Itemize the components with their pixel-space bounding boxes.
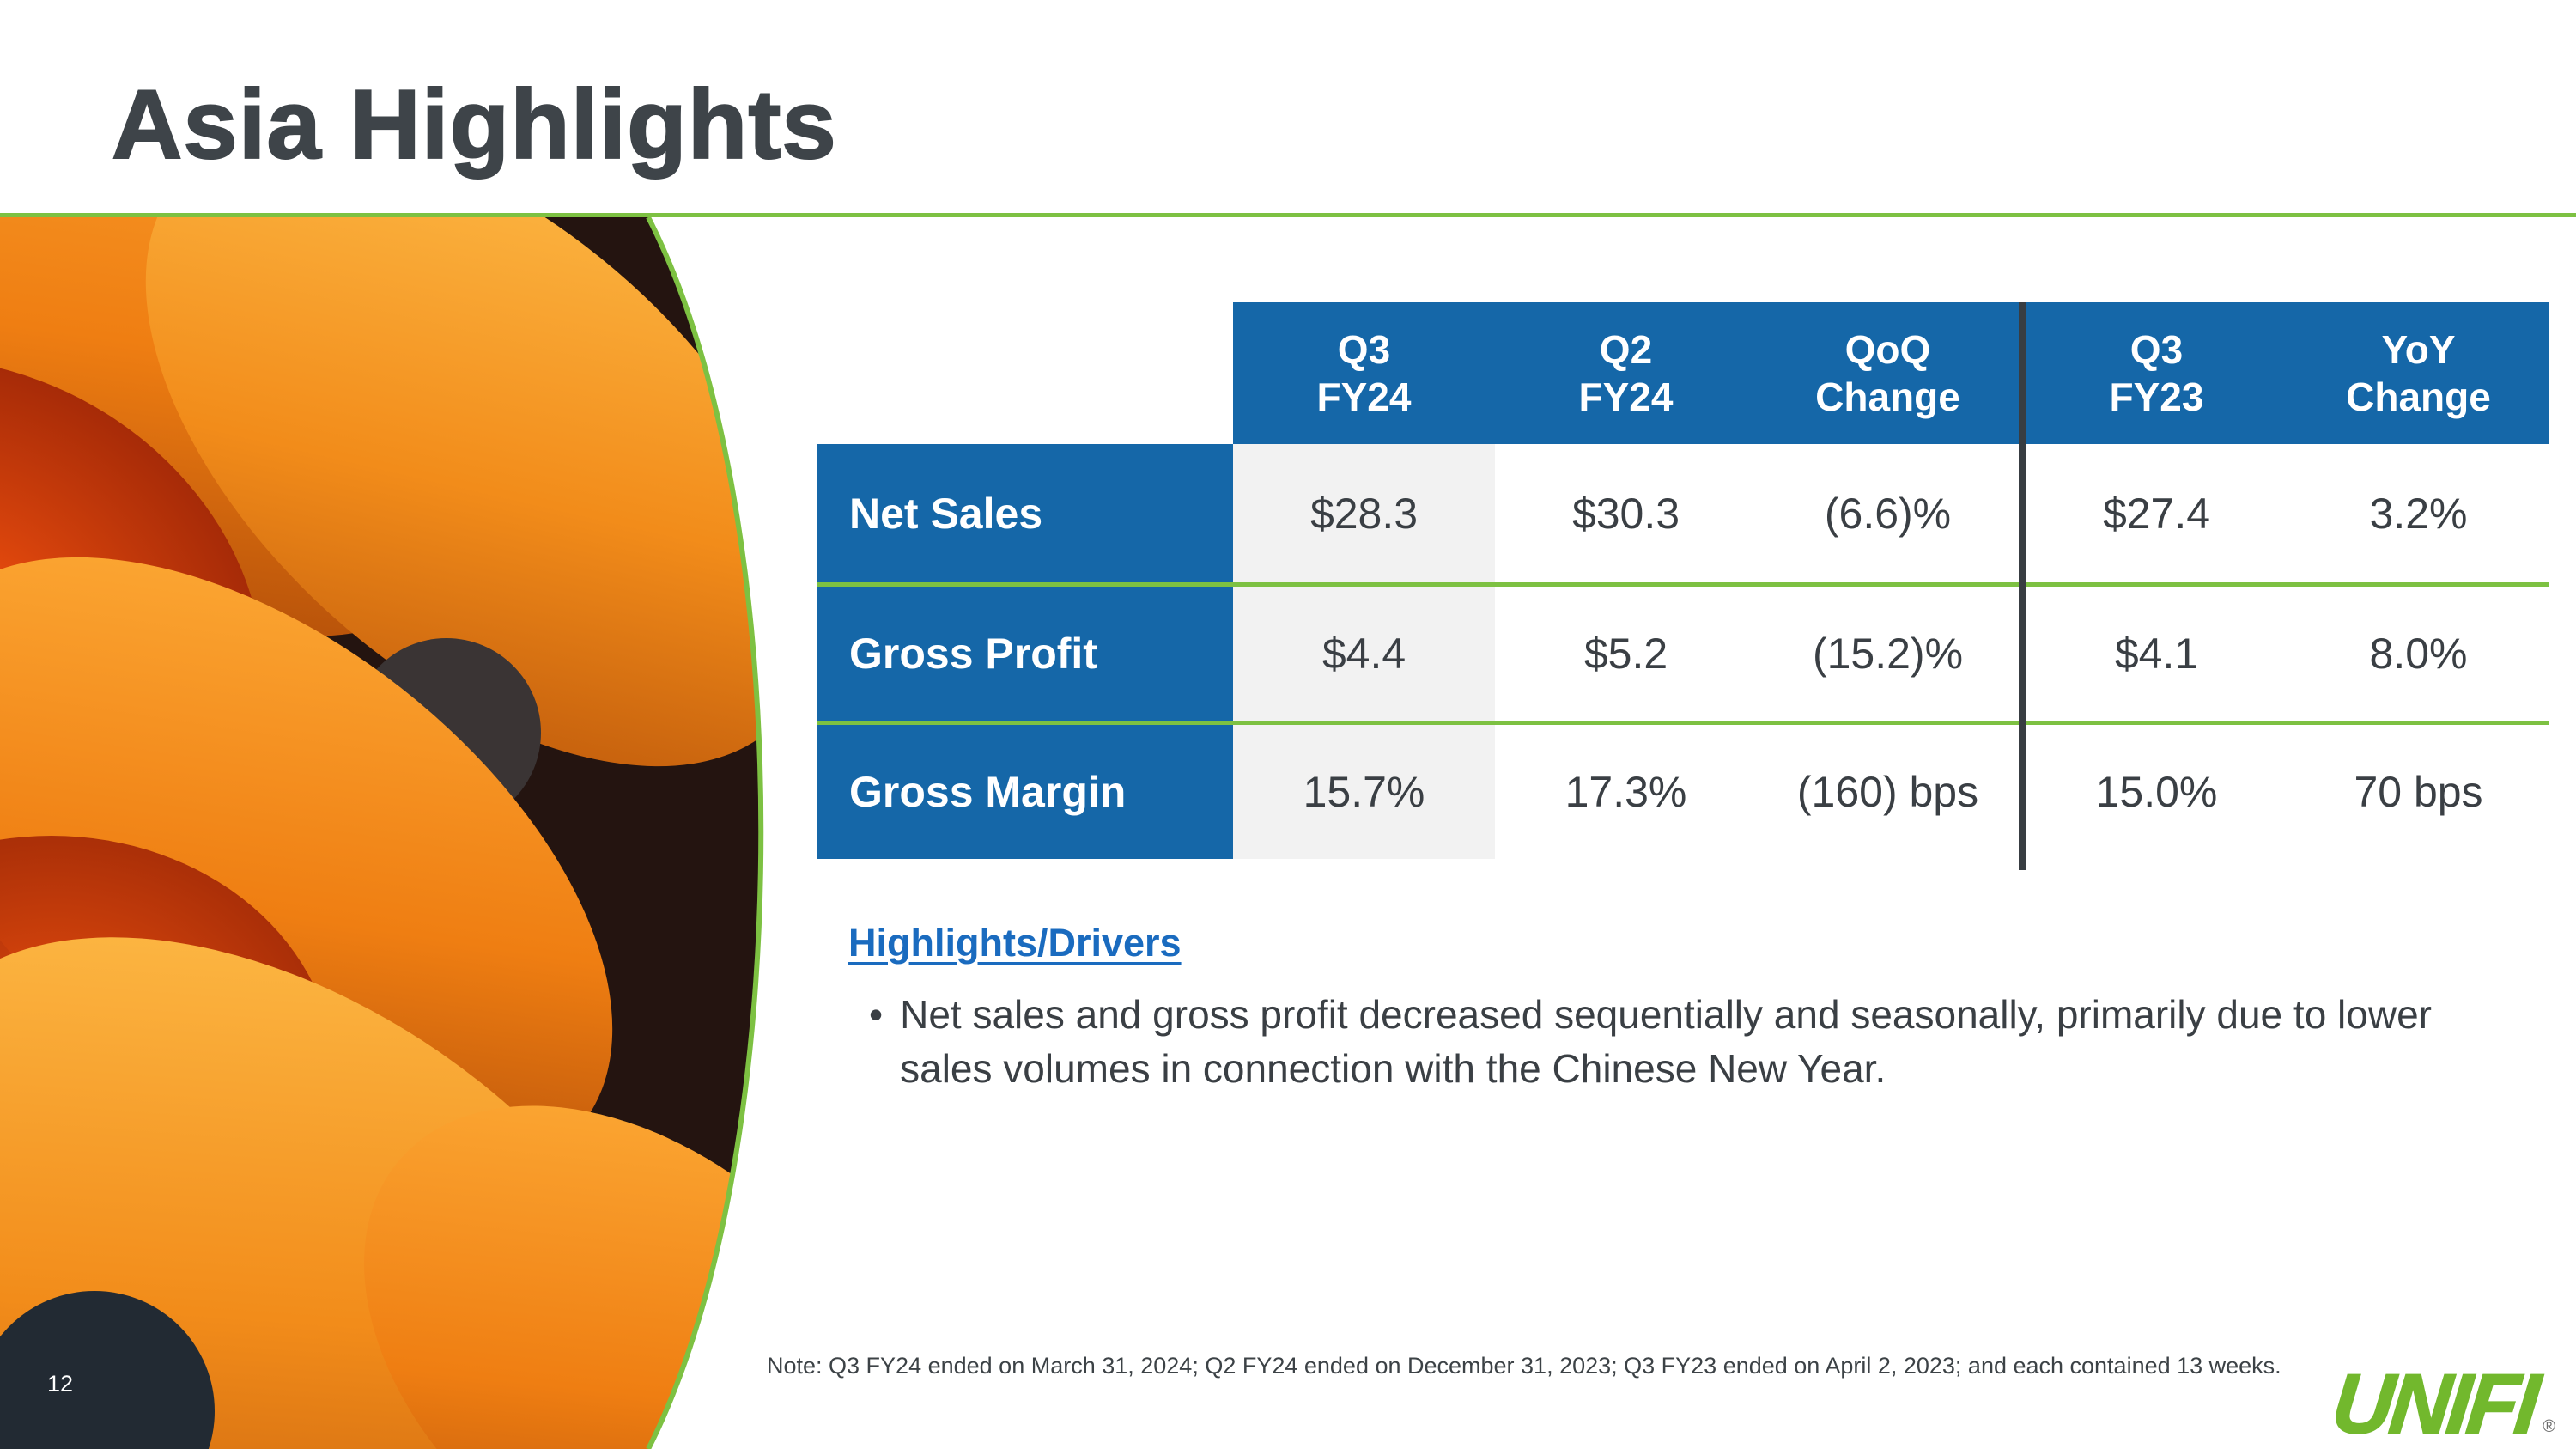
row-label-gross-margin: Gross Margin [817, 721, 1233, 859]
column-header-qoq-change: QoQ Change [1757, 302, 2019, 444]
registered-mark-icon: ® [2543, 1417, 2555, 1436]
page-title: Asia Highlights [111, 70, 837, 180]
highlights-bullet-item: • Net sales and gross profit decreased s… [869, 988, 2500, 1097]
table-cell: $4.1 [2026, 582, 2287, 721]
table-cell: (160) bps [1757, 721, 2019, 859]
column-header-yoy-change: YoY Change [2287, 302, 2549, 444]
table-cell: $27.4 [2026, 444, 2287, 582]
page-number: 12 [47, 1371, 74, 1397]
table-cell: 15.0% [2026, 721, 2287, 859]
table-cell: $4.4 [1233, 582, 1495, 721]
table-cell: 17.3% [1495, 721, 1757, 859]
table-cell: 70 bps [2287, 721, 2549, 859]
accent-rule [0, 213, 2576, 217]
footnote: Note: Q3 FY24 ended on March 31, 2024; Q… [767, 1353, 2281, 1379]
yarn-photo-graphic [0, 216, 764, 1449]
column-header-q3-fy23: Q3 FY23 [2026, 302, 2287, 444]
unifi-logo: UNIFI ® [2328, 1355, 2555, 1449]
table-cell: $30.3 [1495, 444, 1757, 582]
column-header-q3-fy24: Q3 FY24 [1233, 302, 1495, 444]
table-cell: $5.2 [1495, 582, 1757, 721]
table-corner-cell [817, 302, 1233, 444]
table-cell: (15.2)% [1757, 582, 2019, 721]
unifi-logo-text: UNIFI [2328, 1355, 2542, 1449]
table-cell: 15.7% [1233, 721, 1495, 859]
column-header-q2-fy24: Q2 FY24 [1495, 302, 1757, 444]
bullet-marker: • [869, 992, 884, 1037]
row-label-net-sales: Net Sales [817, 444, 1233, 582]
table-cell: $28.3 [1233, 444, 1495, 582]
row-label-gross-profit: Gross Profit [817, 582, 1233, 721]
table-cell: (6.6)% [1757, 444, 2019, 582]
financial-table: Q3 FY24 Q2 FY24 QoQ Change Q3 FY23 YoY C… [817, 302, 2549, 870]
table-vertical-divider [2019, 302, 2026, 870]
highlights-heading: Highlights/Drivers [848, 921, 1182, 965]
table-cell: 3.2% [2287, 444, 2549, 582]
bullet-text: Net sales and gross profit decreased seq… [900, 992, 2432, 1092]
table-cell: 8.0% [2287, 582, 2549, 721]
yarn-photo [0, 216, 773, 1449]
